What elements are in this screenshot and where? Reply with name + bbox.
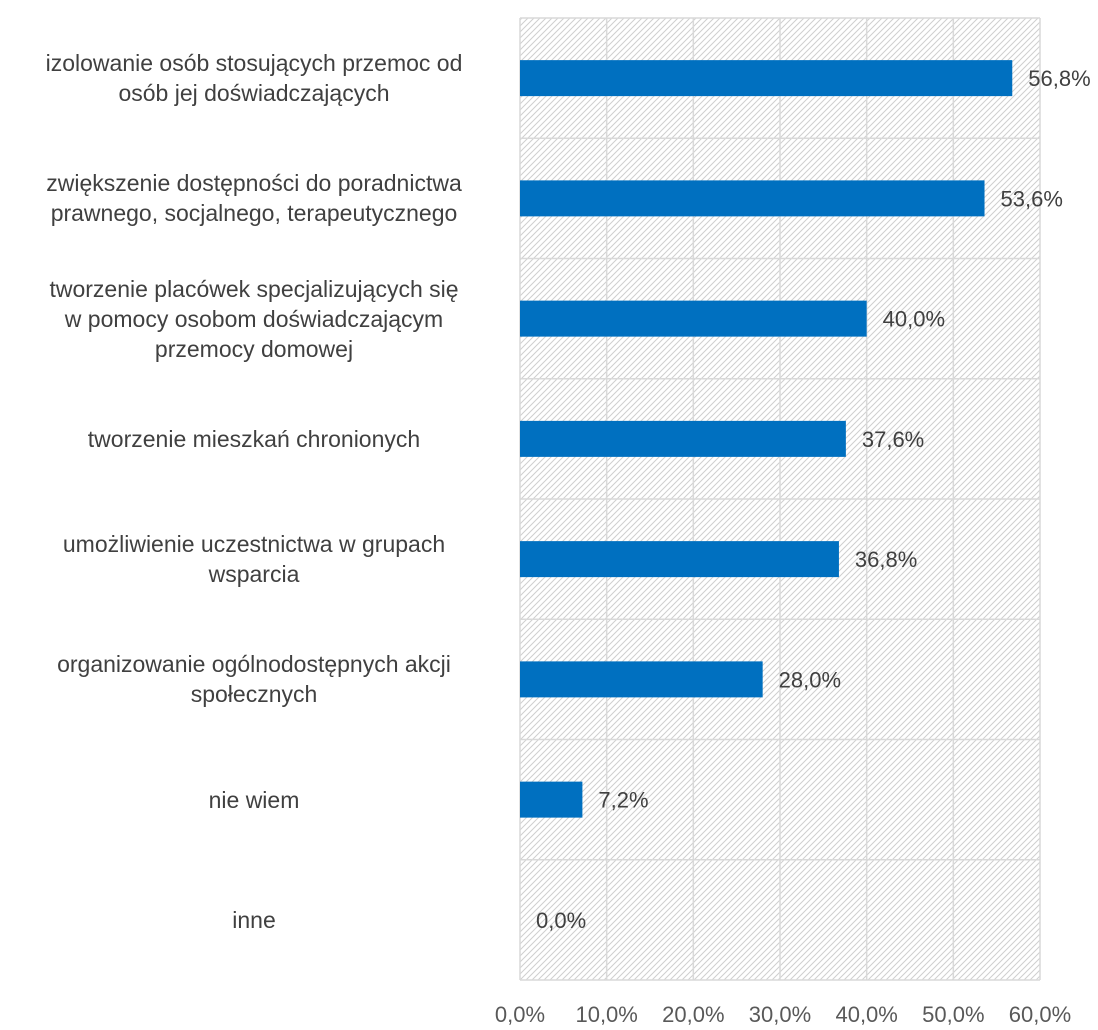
bars [520,60,1013,818]
gridlines [519,17,1041,981]
x-tick-label: 10,0% [575,1002,637,1027]
x-tick-label: 0,0% [495,1002,545,1027]
data-label: 0,0% [536,908,586,933]
x-tick-label: 30,0% [749,1002,811,1027]
data-label: 36,8% [855,547,917,572]
data-label: 53,6% [1001,186,1063,211]
category-label: organizowanie ogólnodostępnych akcji spo… [57,651,451,708]
bar [520,420,846,457]
data-label: 40,0% [883,307,945,332]
category-label: nie wiem [208,786,300,813]
x-tick-label: 40,0% [835,1002,897,1027]
x-axis-ticks: 0,0% 10,0% 20,0% 30,0% 40,0% 50,0% 60,0% [495,1002,1071,1027]
x-tick-label: 60,0% [1009,1002,1071,1027]
category-label: tworzenie mieszkań chronionych [87,425,421,452]
bar [520,180,985,217]
x-tick-label: 50,0% [922,1002,984,1027]
category-label: umożliwienie uczestnictwa w grupach wspa… [62,531,446,588]
bar [520,60,1013,97]
bar [520,661,763,698]
category-label: tworzenie placówek specjalizujących się … [49,275,459,362]
value-labels: 56,8% 53,6% 40,0% 37,6% 36,8% 28,0% 7,2% 0,0% [536,66,1091,933]
category-label: zwiększenie dostępności do poradnictwa p… [46,170,462,227]
data-label: 37,6% [862,427,924,452]
bar [520,541,839,578]
category-label: inne [232,906,276,933]
category-label: izolowanie osób stosujących przemoc od o… [45,50,463,107]
x-tick-label: 20,0% [662,1002,724,1027]
bar [520,781,583,818]
data-label: 28,0% [779,667,841,692]
bar [520,300,867,337]
data-label: 7,2% [598,788,648,813]
data-label: 56,8% [1028,66,1090,91]
